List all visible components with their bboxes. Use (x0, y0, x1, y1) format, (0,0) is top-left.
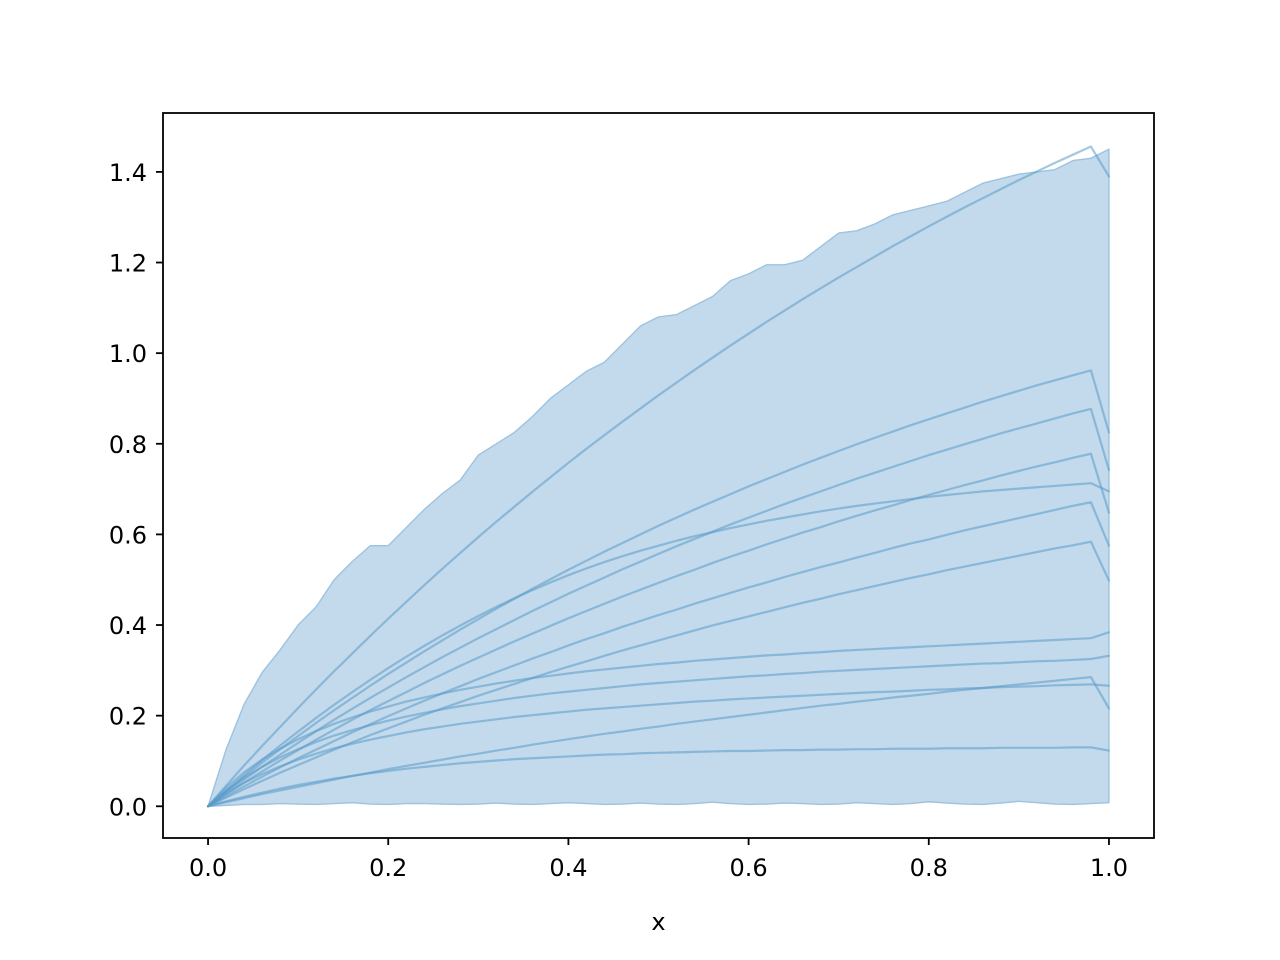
trajectory-line-3 (206, 407, 1111, 808)
y-tick-label-7: 1.4 (109, 159, 147, 187)
trajectory-line-5 (206, 501, 1111, 808)
x-tick-label-0: 0.0 (189, 854, 227, 882)
trajectory-line-1 (206, 145, 1111, 808)
y-tick-label-6: 1.2 (109, 250, 147, 278)
trajectory-line-6 (206, 540, 1111, 808)
y-tick-label-2: 0.4 (109, 612, 147, 640)
x-axis-label: x (651, 908, 665, 936)
x-tick-label-3: 0.6 (730, 854, 768, 882)
x-tick-label-4: 0.8 (910, 854, 948, 882)
y-tick-label-0: 0.0 (109, 793, 147, 821)
trajectory-line-12 (206, 676, 1111, 808)
y-tick-label-4: 0.8 (109, 431, 147, 459)
axes-frame (162, 112, 1155, 839)
y-tick-label-3: 0.6 (109, 521, 147, 549)
trajectory-line-8 (206, 654, 1111, 808)
y-tick-label-5: 1.0 (109, 340, 147, 368)
uncertainty-band (207, 148, 1110, 807)
trajectory-line-7 (206, 631, 1111, 808)
y-tick-label-1: 0.2 (109, 703, 147, 731)
x-tick-label-1: 0.2 (369, 854, 407, 882)
x-tick-label-5: 1.0 (1090, 854, 1128, 882)
x-tick-label-2: 0.4 (549, 854, 587, 882)
trajectory-line-2 (206, 369, 1111, 808)
trajectory-line-9 (206, 683, 1111, 808)
trajectory-line-10 (206, 482, 1111, 808)
